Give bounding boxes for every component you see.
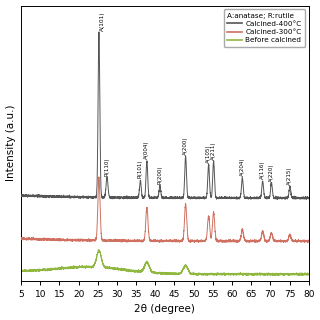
Text: A(204): A(204): [240, 158, 245, 176]
Legend: Calcined-400°C, Calcined-300°C, Before calcined: Calcined-400°C, Calcined-300°C, Before c…: [224, 9, 305, 47]
Text: R(200): R(200): [157, 165, 163, 184]
Text: A(101): A(101): [100, 11, 105, 31]
X-axis label: 2θ (degree): 2θ (degree): [134, 304, 195, 315]
Text: A(220): A(220): [269, 163, 274, 182]
Text: A(200): A(200): [183, 137, 188, 155]
Text: A(215): A(215): [287, 166, 292, 185]
Y-axis label: Intensity (a.u.): Intensity (a.u.): [5, 105, 16, 181]
Text: A(105): A(105): [206, 145, 211, 164]
Text: A(004): A(004): [144, 141, 149, 159]
Text: A(116): A(116): [260, 161, 265, 180]
Text: A(211): A(211): [211, 141, 216, 160]
Text: R(110): R(110): [105, 157, 109, 176]
Text: R(101): R(101): [138, 160, 143, 179]
